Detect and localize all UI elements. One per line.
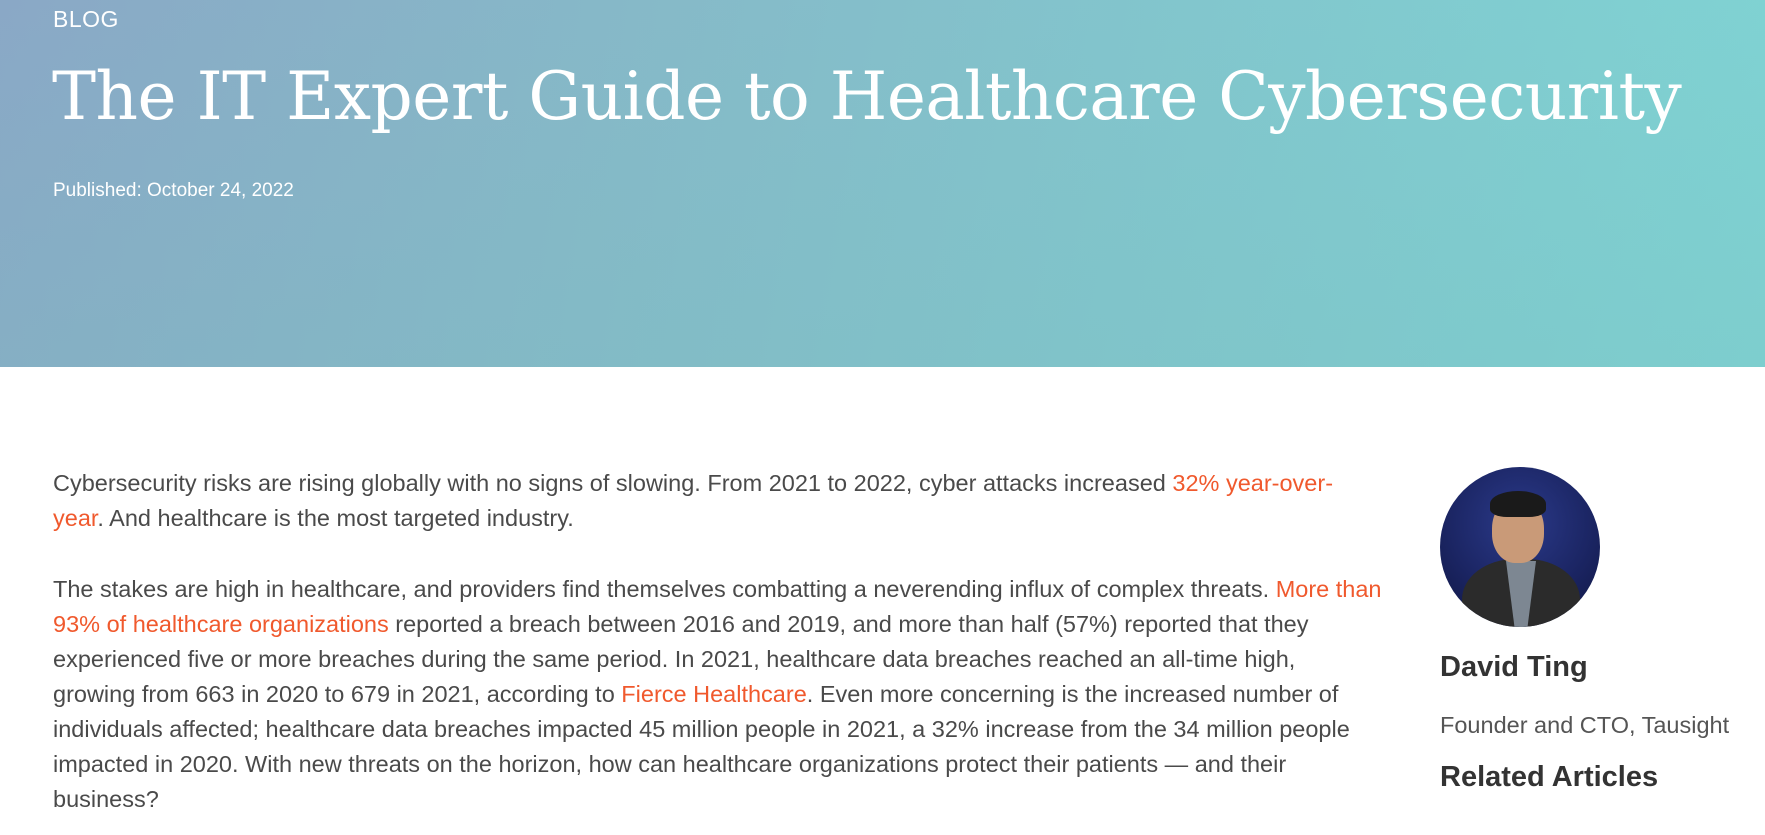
paragraph-text: . And healthcare is the most targeted in… bbox=[97, 505, 574, 531]
healthcare-orgs-stat-link[interactable]: More than 93% of healthcare organization… bbox=[53, 576, 1382, 637]
paragraph-text: reported a breach between 2016 and 2019,… bbox=[53, 611, 1309, 707]
avatar-hair-shape bbox=[1490, 491, 1546, 517]
published-date: Published: October 24, 2022 bbox=[53, 180, 294, 201]
page-title: The IT Expert Guide to Healthcare Cybers… bbox=[52, 58, 1682, 135]
section-tag: BLOG bbox=[53, 6, 119, 32]
article-paragraph-1: Cybersecurity risks are rising globally … bbox=[53, 466, 1383, 536]
article-paragraph-2: The stakes are high in healthcare, and p… bbox=[53, 572, 1383, 817]
author-sidebar: David Ting Founder and CTO, Tausight Rel… bbox=[1440, 467, 1760, 794]
hero-banner: BLOG The IT Expert Guide to Healthcare C… bbox=[0, 0, 1765, 367]
related-articles-heading: Related Articles bbox=[1440, 761, 1659, 793]
paragraph-text: Cybersecurity risks are rising globally … bbox=[53, 470, 1173, 496]
paragraph-text: . Even more concerning is the increased … bbox=[53, 681, 1350, 812]
paragraph-text: The stakes are high in healthcare, and p… bbox=[53, 576, 1276, 602]
author-name[interactable]: David Ting bbox=[1440, 651, 1588, 683]
cyber-attacks-stat-link[interactable]: 32% year-over-year bbox=[53, 470, 1334, 531]
author-title: Founder and CTO, Tausight bbox=[1440, 712, 1730, 738]
article-body: Cybersecurity risks are rising globally … bbox=[53, 466, 1383, 835]
fierce-healthcare-link[interactable]: Fierce Healthcare bbox=[621, 681, 807, 707]
author-avatar bbox=[1440, 467, 1600, 627]
